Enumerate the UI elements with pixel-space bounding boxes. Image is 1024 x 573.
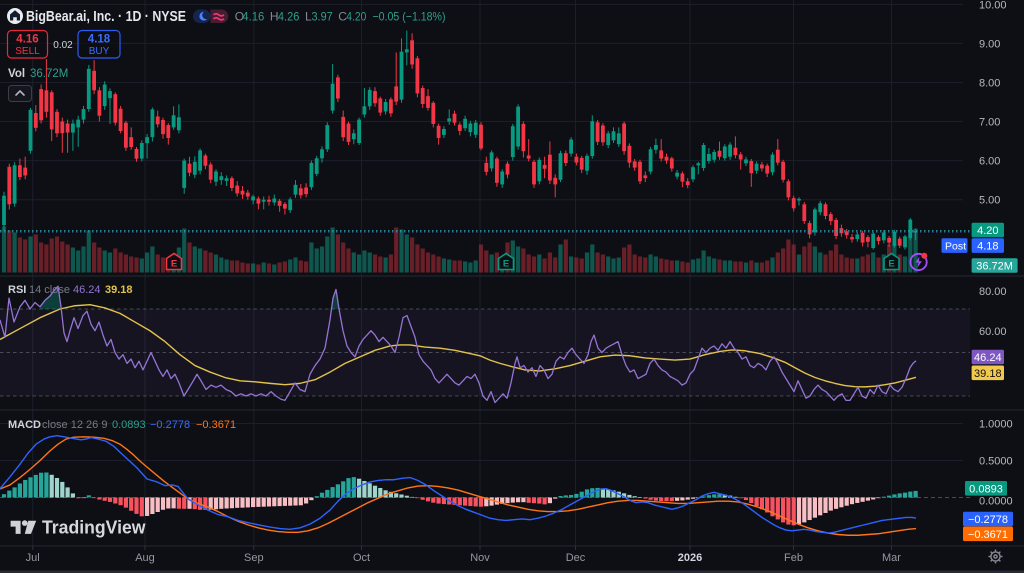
svg-text:9.00: 9.00 [979, 38, 1000, 50]
svg-text:4.20: 4.20 [346, 10, 366, 24]
svg-text:close 12 26 9: close 12 26 9 [42, 419, 107, 431]
svg-text:46.24: 46.24 [73, 284, 101, 296]
svg-text:4.20: 4.20 [977, 225, 998, 237]
svg-text:H: H [270, 10, 279, 24]
svg-text:−0.2778: −0.2778 [968, 514, 1008, 526]
svg-text:Dec: Dec [566, 552, 586, 564]
svg-text:L: L [305, 10, 312, 24]
svg-text:36.72M: 36.72M [976, 261, 1013, 273]
svg-text:Sep: Sep [244, 552, 264, 564]
svg-text:2026: 2026 [678, 552, 702, 564]
svg-text:10.00: 10.00 [979, 0, 1007, 11]
svg-text:−0.3671: −0.3671 [196, 419, 236, 431]
svg-text:E: E [171, 259, 177, 270]
svg-text:C: C [338, 10, 347, 24]
svg-text:14 close: 14 close [29, 284, 70, 296]
svg-text:3.97: 3.97 [312, 10, 333, 24]
svg-text:−0.05 (−1.18%): −0.05 (−1.18%) [373, 10, 446, 24]
svg-text:BUY: BUY [89, 46, 110, 57]
svg-text:7.00: 7.00 [979, 117, 1000, 129]
svg-text:Jul: Jul [26, 552, 40, 564]
svg-text:8.00: 8.00 [979, 78, 1000, 90]
svg-text:0.0000: 0.0000 [979, 496, 1013, 508]
svg-text:4.26: 4.26 [278, 10, 300, 24]
svg-text:39.18: 39.18 [974, 368, 1002, 380]
svg-text:80.00: 80.00 [979, 286, 1007, 298]
svg-text:1.0000: 1.0000 [979, 419, 1013, 431]
svg-text:BigBear.ai, Inc. · 1D · NYSE: BigBear.ai, Inc. · 1D · NYSE [26, 9, 186, 25]
svg-text:E: E [888, 259, 894, 270]
svg-text:0.02: 0.02 [53, 40, 73, 51]
svg-text:O: O [235, 10, 244, 24]
svg-text:Nov: Nov [470, 552, 490, 564]
svg-text:0.0893: 0.0893 [969, 483, 1003, 495]
svg-text:Mar: Mar [882, 552, 901, 564]
svg-text:MACD: MACD [8, 419, 41, 431]
svg-text:6.00: 6.00 [979, 156, 1000, 168]
svg-text:−0.3671: −0.3671 [968, 529, 1008, 541]
svg-text:36.72M: 36.72M [30, 68, 68, 80]
svg-text:4.16: 4.16 [242, 10, 264, 24]
svg-text:E: E [503, 259, 509, 270]
svg-text:5.00: 5.00 [979, 195, 1000, 207]
svg-text:−0.2778: −0.2778 [150, 419, 190, 431]
svg-text:SELL: SELL [15, 46, 40, 57]
svg-text:39.18: 39.18 [105, 284, 133, 296]
svg-text:TradingView: TradingView [42, 517, 146, 538]
svg-text:4.18: 4.18 [977, 241, 998, 253]
svg-text:Post: Post [945, 241, 966, 253]
svg-text:Oct: Oct [353, 552, 370, 564]
svg-text:0.0893: 0.0893 [112, 419, 146, 431]
svg-text:60.00: 60.00 [979, 326, 1007, 338]
svg-text:46.24: 46.24 [974, 352, 1002, 364]
svg-text:4.16: 4.16 [16, 34, 38, 46]
svg-text:0.5000: 0.5000 [979, 456, 1013, 468]
svg-text:RSI: RSI [8, 284, 26, 296]
svg-text:Aug: Aug [135, 552, 155, 564]
svg-text:Vol: Vol [8, 68, 25, 80]
svg-text:Feb: Feb [784, 552, 803, 564]
svg-text:4.18: 4.18 [88, 34, 111, 46]
